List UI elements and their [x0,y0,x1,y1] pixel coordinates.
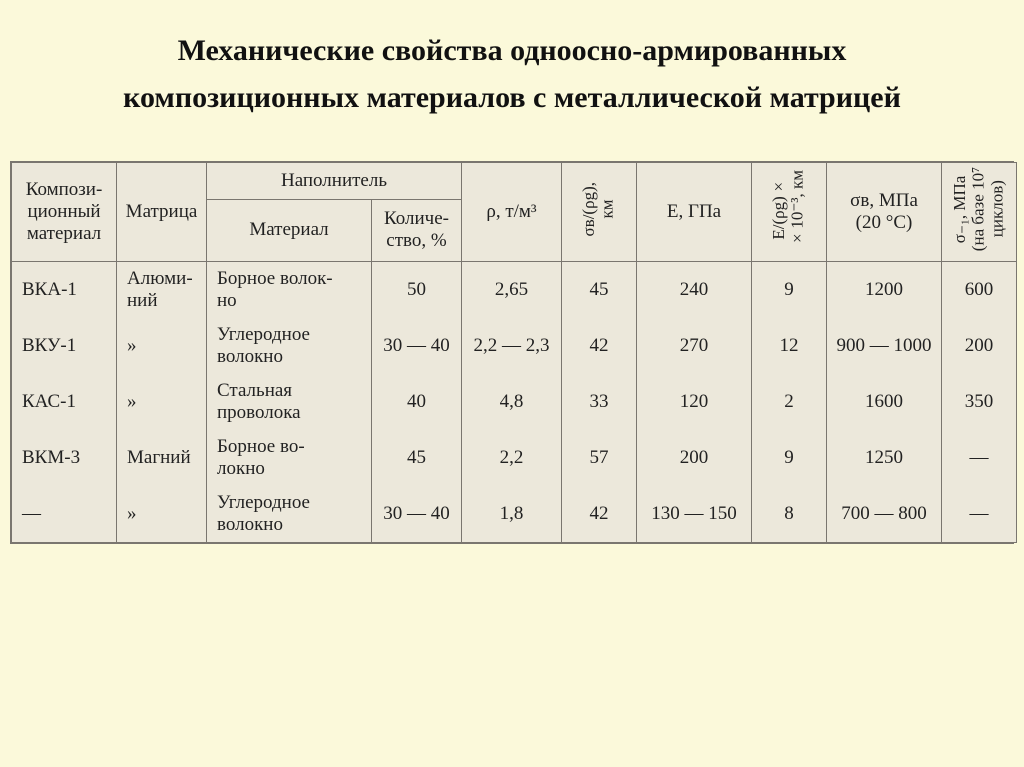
col-sigma-v: σв, МПа(20 °C) [827,163,942,262]
cell-material: ВКА-1 [12,262,117,319]
properties-table-wrap: Компози-ционныйматериал Матрица Наполнит… [10,161,1014,544]
cell-qty: 30 — 40 [372,318,462,374]
cell-sigma-1: — [942,430,1017,486]
cell-material: — [12,486,117,543]
table-body: ВКА-1 Алюми-ний Борное волок-но 50 2,65 … [12,262,1017,543]
cell-qty: 50 [372,262,462,319]
col-rho: ρ, т/м³ [462,163,562,262]
col-sigma-rho: σв/(ρg),км [562,163,637,262]
table-row: ВКУ-1 » Углеродноеволокно 30 — 40 2,2 — … [12,318,1017,374]
cell-e: 240 [637,262,752,319]
cell-qty: 40 [372,374,462,430]
cell-e: 270 [637,318,752,374]
cell-sigma-rho: 57 [562,430,637,486]
table-row: ВКМ-3 Магний Борное во-локно 45 2,2 57 2… [12,430,1017,486]
cell-sigma-rho: 45 [562,262,637,319]
cell-material: ВКМ-3 [12,430,117,486]
cell-sigma-v: 900 — 1000 [827,318,942,374]
col-material: Компози-ционныйматериал [12,163,117,262]
cell-e: 120 [637,374,752,430]
table-row: ВКА-1 Алюми-ний Борное волок-но 50 2,65 … [12,262,1017,319]
cell-rho: 2,2 [462,430,562,486]
cell-sigma-1: 200 [942,318,1017,374]
cell-rho: 2,65 [462,262,562,319]
cell-e: 200 [637,430,752,486]
col-matrix: Матрица [117,163,207,262]
cell-filler: Углеродноеволокно [207,318,372,374]
cell-sigma-rho: 42 [562,486,637,543]
cell-qty: 30 — 40 [372,486,462,543]
cell-filler: Стальнаяпроволока [207,374,372,430]
cell-matrix: Магний [117,430,207,486]
cell-e-rho: 2 [752,374,827,430]
col-e-rho: E/(ρg)××10⁻³, км [752,163,827,262]
cell-matrix: » [117,374,207,430]
cell-matrix: » [117,318,207,374]
col-e: E, ГПа [637,163,752,262]
cell-filler: Борное волок-но [207,262,372,319]
properties-table: Компози-ционныйматериал Матрица Наполнит… [11,162,1017,543]
col-sigma-1: σ₋₁, МПа(на базе 10⁷циклов) [942,163,1017,262]
cell-sigma-1: 350 [942,374,1017,430]
cell-rho: 1,8 [462,486,562,543]
table-row: КАС-1 » Стальнаяпроволока 40 4,8 33 120 … [12,374,1017,430]
cell-sigma-v: 1600 [827,374,942,430]
cell-rho: 2,2 — 2,3 [462,318,562,374]
col-filler-qty: Количе-ство, % [372,199,462,262]
cell-sigma-v: 700 — 800 [827,486,942,543]
cell-sigma-v: 1250 [827,430,942,486]
cell-e: 130 — 150 [637,486,752,543]
cell-qty: 45 [372,430,462,486]
cell-filler: Углеродноеволокно [207,486,372,543]
cell-e-rho: 8 [752,486,827,543]
cell-sigma-1: 600 [942,262,1017,319]
cell-sigma-rho: 33 [562,374,637,430]
cell-material: ВКУ-1 [12,318,117,374]
cell-e-rho: 12 [752,318,827,374]
cell-filler: Борное во-локно [207,430,372,486]
page-title: Механические свойства одноосно-армирован… [60,28,964,121]
cell-sigma-1: — [942,486,1017,543]
col-filler-material: Материал [207,199,372,262]
cell-material: КАС-1 [12,374,117,430]
col-filler-group: Наполнитель [207,163,462,200]
cell-matrix: » [117,486,207,543]
cell-sigma-v: 1200 [827,262,942,319]
cell-e-rho: 9 [752,430,827,486]
cell-sigma-rho: 42 [562,318,637,374]
cell-rho: 4,8 [462,374,562,430]
table-row: — » Углеродноеволокно 30 — 40 1,8 42 130… [12,486,1017,543]
cell-e-rho: 9 [752,262,827,319]
cell-matrix: Алюми-ний [117,262,207,319]
